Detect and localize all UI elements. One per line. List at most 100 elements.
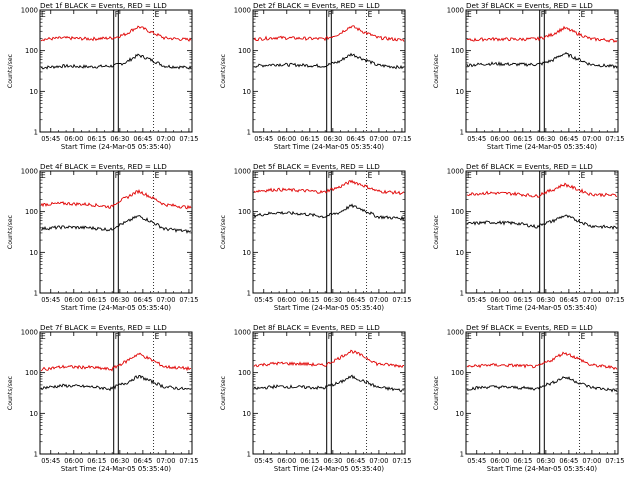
y-tick-label: 10 [455, 88, 464, 96]
y-tick-label: 100 [25, 47, 38, 55]
y-tick-label: 100 [25, 369, 38, 377]
y-tick-label: 10 [455, 249, 464, 257]
interval-marker-label: E [368, 332, 373, 341]
interval-marker-label: F [541, 332, 545, 341]
series-line-lld [253, 25, 405, 42]
interval-marker-label: F [328, 171, 332, 180]
x-tick-label: 06:30 [323, 457, 342, 465]
y-tick-label: 1 [460, 129, 464, 137]
interval-marker-label: E [467, 171, 472, 180]
y-tick-label: 1000 [447, 329, 464, 337]
x-tick-label: 05:45 [41, 296, 60, 304]
x-tick-label: 05:45 [41, 135, 60, 143]
y-tick-label: 100 [238, 208, 251, 216]
y-tick-label: 1000 [21, 7, 38, 15]
x-tick-label: 06:00 [64, 135, 83, 143]
x-tick-label: 06:45 [133, 296, 152, 304]
x-tick-label: 07:15 [605, 135, 624, 143]
y-axis-label: Counts/sec [220, 214, 227, 249]
x-tick-label: 07:00 [582, 135, 601, 143]
x-axis-label: Start Time (24-Mar-05 05:35:40) [487, 465, 597, 473]
y-tick-label: 1000 [234, 329, 251, 337]
series-line-lld [40, 352, 191, 372]
interval-marker-label: F [115, 10, 119, 19]
x-tick-label: 06:30 [110, 457, 129, 465]
interval-marker-label: E [155, 10, 160, 19]
x-tick-label: 06:00 [277, 296, 296, 304]
y-axis-label: Counts/sec [433, 214, 440, 249]
x-tick-label: 07:00 [369, 296, 388, 304]
x-tick-label: 06:00 [490, 135, 509, 143]
x-tick-label: 07:00 [369, 135, 388, 143]
x-tick-label: 07:00 [156, 457, 175, 465]
series-line-lld [40, 189, 192, 210]
y-tick-label: 10 [455, 410, 464, 418]
series-line-events [466, 52, 618, 69]
y-tick-label: 1 [247, 129, 251, 137]
series-line-lld [253, 349, 404, 368]
x-tick-label: 06:30 [110, 135, 129, 143]
y-tick-label: 1000 [447, 168, 464, 176]
x-axis-label: Start Time (24-Mar-05 05:35:40) [274, 465, 384, 473]
y-tick-label: 1 [34, 129, 38, 137]
plot-frame [39, 331, 193, 455]
panel-title: Det 5f BLACK = Events, RED = LLD [253, 162, 380, 171]
x-tick-label: 06:00 [64, 457, 83, 465]
x-axis-label: Start Time (24-Mar-05 05:35:40) [487, 304, 597, 312]
x-tick-label: 05:45 [254, 296, 273, 304]
series-line-events [253, 203, 405, 222]
series-line-lld [466, 351, 618, 371]
x-tick-label: 06:15 [87, 135, 106, 143]
x-tick-label: 06:45 [346, 457, 365, 465]
x-tick-label: 07:15 [179, 296, 198, 304]
panel-title: Det 3f BLACK = Events, RED = LLD [466, 1, 593, 10]
y-tick-label: 10 [242, 88, 251, 96]
series-line-events [466, 214, 618, 231]
detector-panel: Det 3f BLACK = Events, RED = LLD 1 10 100 10… [433, 1, 624, 151]
plot-frame [39, 170, 193, 294]
x-tick-label: 07:00 [156, 135, 175, 143]
panel-title: Det 4f BLACK = Events, RED = LLD [40, 162, 167, 171]
y-tick-label: 10 [29, 410, 38, 418]
detector-panel: Det 2f BLACK = Events, RED = LLD 1 10 100 10… [220, 1, 411, 151]
y-tick-label: 1 [460, 290, 464, 298]
plot-frame [252, 170, 406, 294]
x-axis-label: Start Time (24-Mar-05 05:35:40) [61, 304, 171, 312]
y-axis-label: Counts/sec [7, 375, 14, 410]
x-tick-label: 06:30 [536, 296, 555, 304]
y-tick-label: 100 [25, 208, 38, 216]
y-tick-label: 1000 [21, 168, 38, 176]
x-tick-label: 05:45 [467, 457, 486, 465]
x-tick-label: 07:15 [605, 457, 624, 465]
x-tick-label: 06:00 [277, 457, 296, 465]
x-tick-label: 07:00 [582, 457, 601, 465]
y-tick-label: 1 [247, 451, 251, 459]
series-line-lld [40, 25, 192, 42]
interval-marker-label: E [41, 332, 46, 341]
interval-marker-label: E [581, 332, 586, 341]
x-tick-label: 07:00 [582, 296, 601, 304]
panel-title: Det 6f BLACK = Events, RED = LLD [466, 162, 593, 171]
series-line-events [466, 376, 618, 393]
y-tick-label: 10 [242, 249, 251, 257]
x-tick-label: 06:00 [490, 296, 509, 304]
y-axis-label: Counts/sec [220, 375, 227, 410]
x-tick-label: 07:15 [392, 135, 411, 143]
interval-marker-label: F [328, 332, 332, 341]
x-tick-label: 06:45 [346, 296, 365, 304]
detector-panel: Det 9f BLACK = Events, RED = LLD 1 10 100 10… [433, 323, 624, 473]
series-line-events [253, 374, 405, 393]
x-tick-label: 07:15 [605, 296, 624, 304]
y-tick-label: 100 [451, 47, 464, 55]
x-axis-label: Start Time (24-Mar-05 05:35:40) [487, 143, 597, 151]
plot-frame [465, 170, 619, 294]
y-tick-label: 100 [451, 208, 464, 216]
series-line-events [40, 374, 192, 392]
x-tick-label: 06:15 [513, 135, 532, 143]
detector-panel: Det 1f BLACK = Events, RED = LLD 1 10 100 10… [7, 1, 198, 151]
interval-marker-label: F [115, 332, 119, 341]
x-tick-label: 06:30 [536, 135, 555, 143]
y-axis-label: Counts/sec [433, 375, 440, 410]
